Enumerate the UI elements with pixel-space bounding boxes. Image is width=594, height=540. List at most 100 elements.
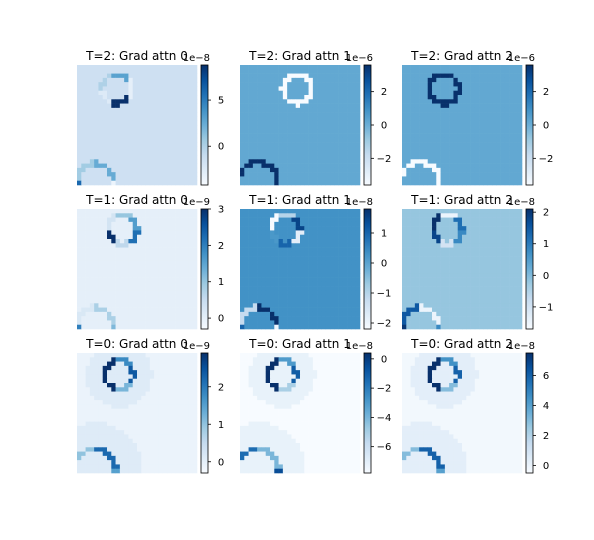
heatmap-cell <box>330 163 335 169</box>
heatmap-cell <box>132 221 138 227</box>
heatmap-cell <box>470 167 476 173</box>
heatmap-cell <box>128 299 134 304</box>
heatmap-cell <box>312 316 318 321</box>
heatmap-cell <box>94 357 99 362</box>
heatmap-cell <box>77 65 82 70</box>
heatmap-cell <box>240 260 245 266</box>
heatmap-cell <box>145 107 151 113</box>
heatmap-cell <box>355 213 361 218</box>
heatmap-cell <box>124 69 129 74</box>
heatmap-cell <box>338 82 344 87</box>
heatmap-cell <box>427 112 433 117</box>
heatmap-cell <box>457 150 463 156</box>
heatmap-cell <box>261 209 267 214</box>
heatmap-cell <box>427 209 433 214</box>
heatmap-cell <box>330 125 335 130</box>
heatmap-cell <box>282 142 288 147</box>
heatmap-cell <box>94 294 99 300</box>
heatmap-cell <box>321 247 327 253</box>
heatmap-cell <box>98 82 104 87</box>
heatmap-cell <box>496 73 501 79</box>
heatmap-cell <box>402 129 407 134</box>
heatmap-cell <box>141 107 146 113</box>
heatmap-cell <box>342 264 348 270</box>
heatmap-cell <box>440 260 446 266</box>
heatmap-cell <box>449 290 454 296</box>
heatmap-cell <box>137 150 142 156</box>
heatmap-cell <box>167 307 172 313</box>
heatmap-cell <box>188 269 194 274</box>
heatmap-cell <box>141 112 146 117</box>
heatmap-cell <box>124 320 129 326</box>
heatmap-cell <box>449 311 454 317</box>
heatmap-cell <box>274 107 279 113</box>
heatmap-cell <box>295 213 301 218</box>
heatmap-cell <box>145 357 151 362</box>
heatmap-cell <box>351 103 357 109</box>
heatmap-cell <box>466 103 471 109</box>
heatmap-cell <box>330 230 335 236</box>
heatmap-cell <box>496 125 501 130</box>
heatmap-cell <box>89 234 95 240</box>
heatmap-cell <box>453 103 459 109</box>
heatmap-cell <box>107 217 112 223</box>
heatmap-cell <box>479 213 484 218</box>
heatmap-cell <box>85 133 91 139</box>
heatmap-cell <box>94 69 99 74</box>
heatmap-cell <box>509 155 514 160</box>
heatmap-cell <box>474 286 480 291</box>
heatmap-cell <box>98 180 104 186</box>
heatmap-cell <box>137 129 142 134</box>
heatmap-cell <box>149 234 155 240</box>
heatmap-cell <box>240 209 245 214</box>
heatmap-cell <box>419 247 424 253</box>
heatmap-cell <box>321 260 327 266</box>
heatmap-cell <box>137 103 142 109</box>
heatmap-cell <box>410 290 416 296</box>
heatmap-cell <box>188 99 194 104</box>
heatmap-cell <box>500 234 506 240</box>
heatmap-cell <box>141 129 146 134</box>
heatmap-cell <box>406 281 411 287</box>
heatmap-cell <box>457 256 463 261</box>
heatmap-cell <box>158 243 164 248</box>
heatmap-cell <box>115 383 121 388</box>
heatmap-cell <box>154 142 159 147</box>
heatmap-cell <box>325 286 331 291</box>
heatmap-cell <box>124 324 129 330</box>
heatmap-cell <box>98 176 104 182</box>
heatmap-cell <box>111 167 116 173</box>
heatmap-cell <box>308 142 314 147</box>
heatmap-cell <box>102 95 108 100</box>
heatmap-cell <box>308 286 314 291</box>
heatmap-cell <box>162 82 168 87</box>
heatmap-cell <box>419 264 424 270</box>
heatmap-cell <box>483 324 489 330</box>
heatmap-cell <box>81 69 86 74</box>
heatmap-cell <box>427 294 433 300</box>
heatmap-cell <box>141 294 146 300</box>
heatmap-cell <box>188 247 194 253</box>
heatmap-cell <box>171 303 176 308</box>
heatmap <box>77 65 198 186</box>
heatmap-cell <box>89 103 95 109</box>
heatmap-cell <box>321 133 327 139</box>
heatmap-cell <box>291 163 297 169</box>
heatmap-cell <box>265 294 271 300</box>
heatmap-cell <box>141 307 146 313</box>
heatmap-cell <box>496 239 501 244</box>
heatmap-cell <box>107 357 112 362</box>
heatmap-cell <box>410 217 416 223</box>
heatmap-cell <box>287 243 292 248</box>
heatmap-cell <box>500 137 506 143</box>
heatmap-cell <box>274 234 279 240</box>
heatmap-cell <box>414 112 420 117</box>
heatmap-cell <box>158 299 164 304</box>
heatmap-cell <box>270 294 275 300</box>
heatmap-cell <box>141 361 146 367</box>
heatmap-cell <box>338 167 344 173</box>
heatmap-cell <box>261 146 267 152</box>
heatmap-cell <box>444 290 450 296</box>
heatmap-cell <box>308 129 314 134</box>
heatmap-cell <box>149 226 155 231</box>
